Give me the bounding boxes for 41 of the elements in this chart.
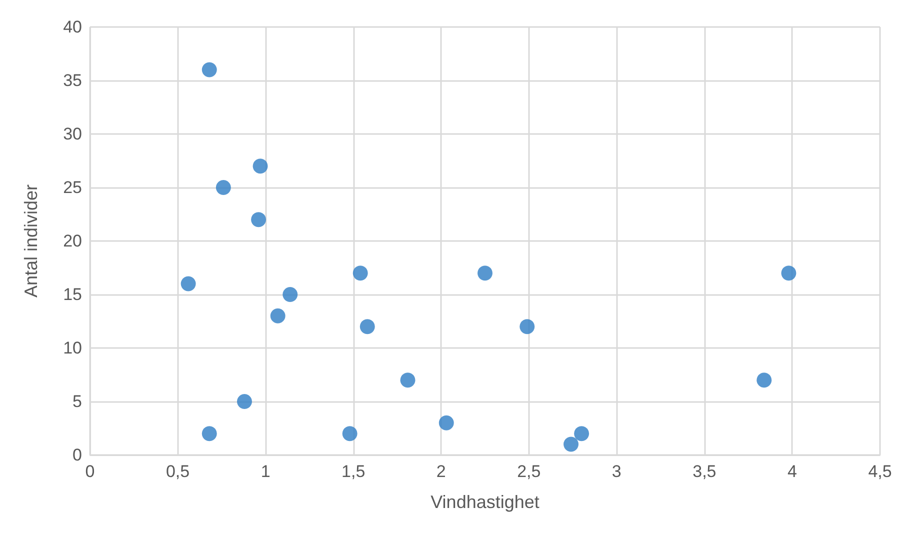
point: [756, 372, 772, 388]
y-tick-label: 25: [63, 178, 82, 197]
y-tick-label: 30: [63, 124, 82, 144]
point: [564, 436, 579, 452]
x-tick-label: 0,5: [166, 462, 190, 481]
x-tick-label: 0: [85, 462, 95, 481]
point: [342, 426, 358, 442]
point: [360, 319, 375, 334]
y-axis-title: Antal individer: [21, 184, 41, 298]
x-tick-label: 3: [612, 462, 622, 481]
y-tick-label: 40: [63, 18, 82, 36]
point: [520, 319, 535, 334]
y-tick-label: 0: [72, 446, 82, 464]
point: [251, 212, 266, 228]
x-tick-label: 1,5: [342, 462, 366, 481]
x-tick-label: 2: [436, 462, 446, 481]
y-tick-label: 10: [63, 338, 82, 358]
point: [478, 266, 492, 281]
x-tick-label: 4: [787, 462, 797, 481]
point: [252, 158, 268, 174]
x-tick-label: 1: [260, 462, 270, 481]
x-tick-label: 3,5: [692, 462, 716, 481]
point: [781, 266, 796, 281]
point: [574, 426, 590, 442]
point: [237, 394, 252, 409]
point: [202, 426, 217, 442]
point: [202, 62, 217, 78]
y-tick-label: 5: [72, 392, 82, 411]
y-tick-label: 15: [63, 285, 82, 304]
point: [216, 180, 231, 195]
point: [180, 276, 196, 292]
x-axis-title: Vindhastighet: [430, 492, 540, 512]
y-tick-label: 20: [63, 232, 82, 250]
point: [400, 372, 416, 388]
point: [352, 266, 368, 281]
x-tick-label: 4,5: [868, 462, 892, 481]
point: [270, 308, 286, 324]
y-tick-label: 35: [63, 71, 82, 90]
point: [438, 415, 454, 430]
point: [282, 287, 298, 302]
x-tick-label: 2,5: [517, 462, 541, 481]
